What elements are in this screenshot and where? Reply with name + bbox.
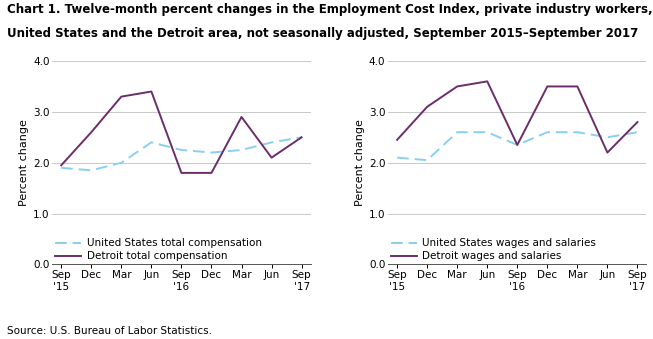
Y-axis label: Percent change: Percent change xyxy=(355,119,364,206)
Legend: United States total compensation, Detroit total compensation: United States total compensation, Detroi… xyxy=(56,238,262,261)
Legend: United States wages and salaries, Detroit wages and salaries: United States wages and salaries, Detroi… xyxy=(391,238,596,261)
Text: Chart 1. Twelve-month percent changes in the Employment Cost Index, private indu: Chart 1. Twelve-month percent changes in… xyxy=(7,3,652,16)
Text: Source: U.S. Bureau of Labor Statistics.: Source: U.S. Bureau of Labor Statistics. xyxy=(7,326,212,336)
Text: United States and the Detroit area, not seasonally adjusted, September 2015–Sept: United States and the Detroit area, not … xyxy=(7,27,638,40)
Y-axis label: Percent change: Percent change xyxy=(19,119,29,206)
